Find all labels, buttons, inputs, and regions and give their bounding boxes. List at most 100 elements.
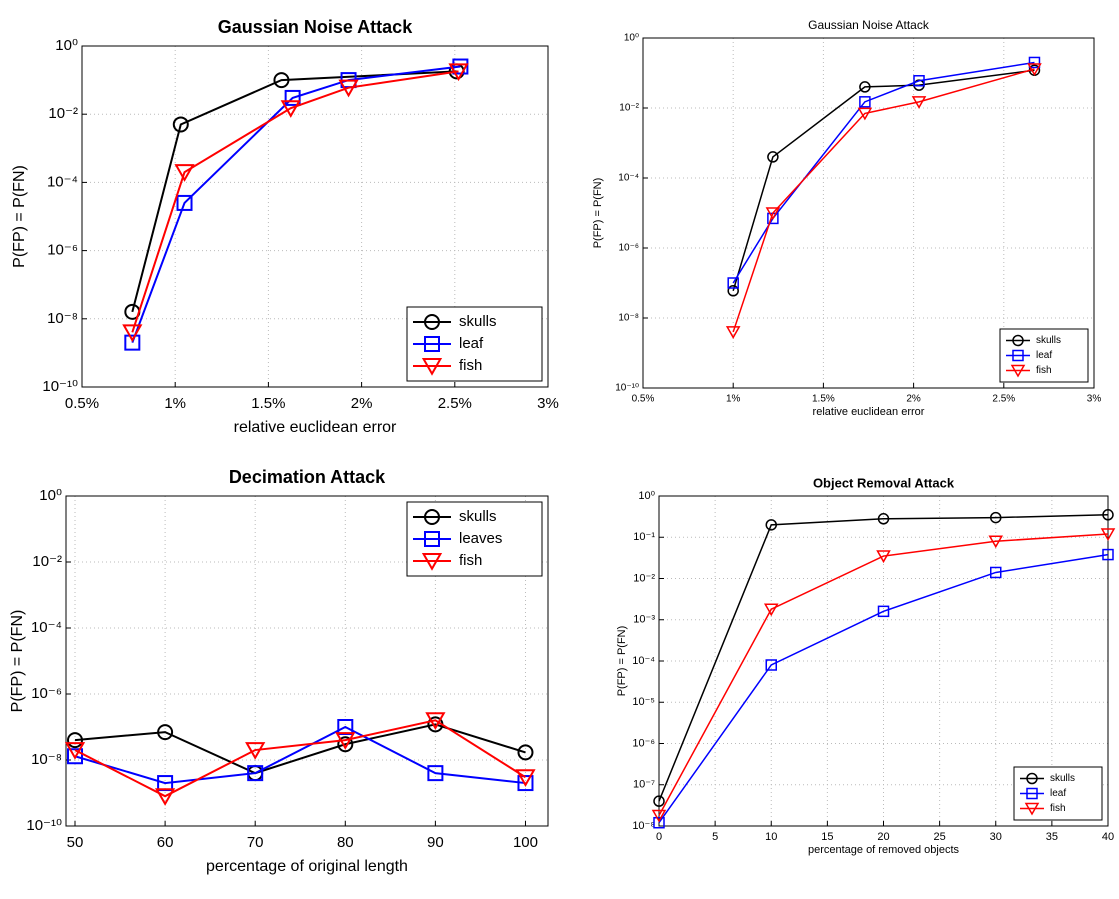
x-tick-label: 1.5% (812, 394, 835, 405)
marker (859, 81, 871, 93)
legend-label: skulls (459, 508, 497, 525)
chart-title: Gaussian Noise Attack (218, 17, 413, 37)
x-tick-label: 2.5% (438, 395, 472, 412)
legend-label: skulls (459, 313, 497, 330)
chart: 0.5% 1% 1.5% 2% 2.5% 3% 10⁻¹⁰ 10⁻⁸ 10⁻⁶ 10⁻⁴ 10⁻² 1… (592, 18, 1101, 418)
y-tick-label: 10⁻² (48, 105, 78, 122)
x-tick-label: 35 (1046, 831, 1058, 843)
marker (280, 100, 301, 118)
marker (335, 732, 356, 750)
y-tick-label: 10⁻⁸ (618, 313, 639, 324)
series-line (658, 514, 1109, 802)
legend-label: fish (459, 552, 482, 569)
y-tick-label: 10⁰ (638, 490, 655, 502)
series-line (131, 70, 457, 313)
y-axis-label: P(FP) = P(FN) (11, 165, 28, 268)
marker (911, 96, 927, 109)
y-tick-label: 10⁰ (39, 487, 62, 504)
marker (1012, 349, 1024, 362)
x-tick-label: 0.5% (632, 394, 655, 405)
y-tick-label: 10⁻¹⁰ (26, 817, 62, 834)
marker (427, 765, 444, 782)
x-tick-label: 5 (712, 831, 718, 843)
legend-label: skulls (1036, 335, 1061, 346)
y-tick-label: 10⁻² (619, 103, 639, 114)
legend-label: skulls (1050, 773, 1075, 784)
x-tick-label: 2.5% (992, 394, 1015, 405)
y-tick-label: 10⁻⁷ (633, 779, 655, 791)
marker (515, 769, 536, 787)
plot-frame (81, 45, 549, 388)
series-line (658, 553, 1109, 824)
y-tick-label: 10⁻⁴ (632, 655, 655, 667)
marker (176, 194, 193, 211)
marker (338, 79, 359, 98)
y-axis-label: P(FP) = P(FN) (9, 610, 26, 713)
x-tick-label: 0 (656, 831, 662, 843)
x-tick-label: 20 (877, 831, 889, 843)
y-tick-label: 10⁻⁵ (632, 696, 655, 708)
series-line (131, 65, 461, 343)
x-tick-label: 50 (67, 834, 84, 851)
marker (763, 603, 779, 617)
chart: 0.5% 1% 1.5% 2% 2.5% 3% 10⁻¹⁰ 10⁻⁸ 10⁻⁶ 10⁻⁴ 10⁻² 1… (11, 17, 559, 436)
series-line (732, 69, 1035, 291)
marker (727, 285, 739, 297)
marker (124, 334, 141, 351)
marker (1026, 787, 1038, 800)
legend-label: fish (459, 357, 482, 374)
y-tick-label: 10⁻⁸ (632, 820, 655, 832)
x-tick-label: 2% (906, 394, 921, 405)
marker (157, 724, 174, 741)
marker (284, 89, 301, 106)
marker (245, 742, 266, 760)
marker (517, 775, 534, 792)
marker (425, 712, 446, 730)
x-axis-label: relative euclidean error (813, 406, 925, 418)
plot-frame (642, 37, 1095, 389)
x-axis-label: relative euclidean error (234, 419, 397, 436)
marker (653, 816, 665, 829)
legend: skulls leaves fish (406, 501, 543, 577)
marker (64, 742, 86, 760)
y-tick-label: 10⁻⁴ (47, 173, 78, 190)
marker (67, 732, 84, 749)
marker (857, 107, 873, 121)
marker (172, 116, 189, 133)
chart-title: Gaussian Noise Attack (808, 18, 930, 32)
marker (725, 326, 741, 339)
marker (653, 795, 665, 807)
plot-frame (65, 495, 549, 827)
series-line (74, 719, 527, 798)
y-tick-label: 10⁻³ (633, 614, 655, 626)
marker (1027, 63, 1042, 77)
marker (122, 324, 143, 343)
marker (424, 509, 440, 525)
marker (273, 72, 290, 89)
y-tick-label: 10⁻⁶ (47, 242, 78, 259)
chart-title: Decimation Attack (229, 467, 386, 487)
x-tick-label: 60 (157, 834, 174, 851)
marker (859, 96, 871, 108)
marker (1100, 528, 1116, 541)
x-tick-label: 80 (337, 834, 354, 851)
marker (67, 748, 84, 765)
x-tick-label: 3% (537, 395, 559, 412)
x-tick-label: 3% (1087, 394, 1102, 405)
marker (1012, 334, 1024, 347)
y-tick-label: 10⁻⁶ (632, 737, 655, 749)
legend-label: leaf (459, 335, 484, 352)
y-axis-label: P(FP) = P(FN) (592, 178, 604, 249)
marker (1024, 802, 1040, 816)
marker (424, 314, 440, 330)
y-tick-label: 10⁻² (633, 572, 655, 584)
legend: skulls leaf fish (999, 328, 1089, 383)
legend-label: fish (1036, 365, 1052, 376)
series-line (732, 61, 1035, 284)
x-tick-label: 90 (427, 834, 444, 851)
marker (247, 765, 264, 782)
x-tick-label: 10 (765, 831, 777, 843)
marker (877, 513, 890, 525)
marker (421, 553, 443, 571)
x-tick-label: 0.5% (65, 395, 99, 412)
